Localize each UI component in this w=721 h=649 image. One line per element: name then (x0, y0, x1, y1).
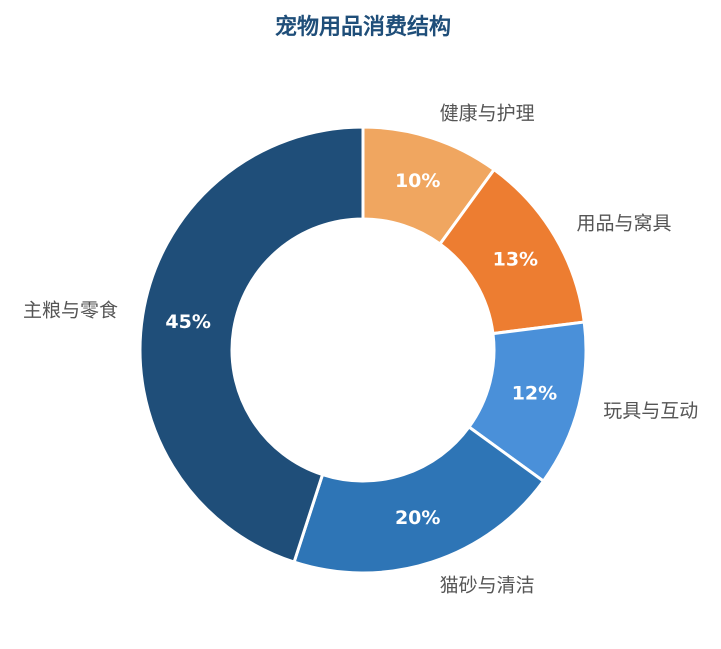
category-label: 健康与护理 (440, 103, 535, 125)
chart-title: 宠物用品消费结构 (275, 14, 451, 40)
value-label: 10% (395, 170, 440, 192)
value-label: 45% (165, 311, 210, 333)
value-label: 13% (493, 248, 538, 270)
category-label: 用品与窝具 (576, 212, 671, 234)
category-label: 玩具与互动 (603, 400, 698, 422)
value-label: 12% (512, 383, 557, 405)
value-label: 20% (395, 507, 440, 529)
donut-slice (138, 125, 365, 564)
donut-slice (292, 424, 546, 575)
category-label: 主粮与零食 (23, 300, 118, 322)
category-label: 猫砂与清洁 (440, 574, 535, 596)
